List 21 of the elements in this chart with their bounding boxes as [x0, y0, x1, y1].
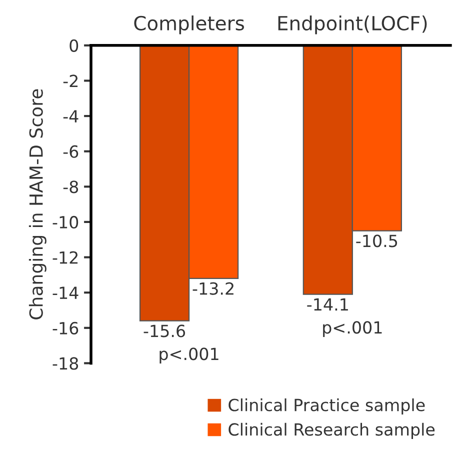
y-tick-label: -14 [52, 286, 78, 299]
legend-label: Clinical Research sample [228, 422, 435, 439]
data-label: -15.6 [144, 324, 186, 338]
y-tick-label: -8 [63, 180, 78, 194]
y-tick-label: -12 [52, 251, 78, 264]
x-tick-label: Endpoint(LOCF) [278, 15, 427, 34]
y-tick-label: -10 [52, 216, 78, 229]
annotation: p<.001 [160, 348, 218, 364]
y-tick-label: -6 [63, 145, 78, 158]
y-tick-label: -2 [63, 74, 78, 88]
y-tick-label: 0 [70, 39, 78, 52]
data-label: -10.5 [356, 234, 398, 248]
y-tick-label: -16 [52, 322, 78, 334]
y-axis-title: Changing in HAM-D Score [28, 89, 46, 320]
annotation: p<.001 [323, 321, 382, 337]
legend-label: Clinical Practice sample [228, 398, 425, 415]
x-tick-label: Completers [134, 15, 244, 34]
y-tick-label: -18 [52, 357, 78, 370]
data-label: -14.1 [307, 298, 348, 311]
y-tick-label: -4 [63, 110, 78, 122]
data-label: -13.2 [192, 282, 234, 295]
